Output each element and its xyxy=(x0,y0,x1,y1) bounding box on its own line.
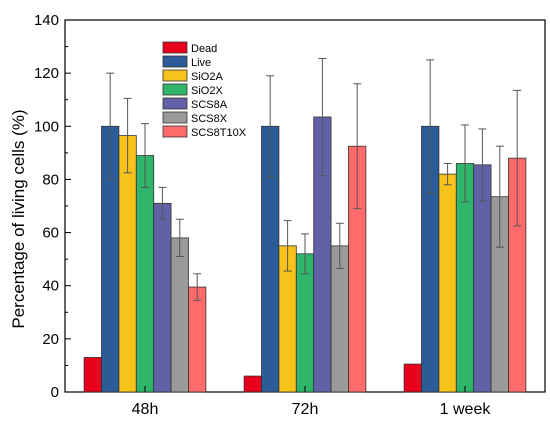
legend-swatch xyxy=(162,41,188,54)
y-tick-label: 120 xyxy=(34,65,59,82)
bar-sio2a-48h xyxy=(118,135,137,393)
legend-label: SiO2X xyxy=(191,85,223,97)
bar-sio2x-48h xyxy=(135,155,155,393)
bar-dead-72h xyxy=(243,375,262,393)
legend-label: SiO2A xyxy=(191,71,223,83)
legend-swatch xyxy=(162,97,188,110)
legend-swatch xyxy=(162,111,188,124)
legend-swatch xyxy=(162,125,188,138)
bar-scs8a-48h xyxy=(153,202,172,393)
x-tick-label: 48h xyxy=(132,401,159,418)
error-bars xyxy=(106,58,522,301)
legend-label: SCS8T10X xyxy=(191,127,247,139)
bar-dead-48h xyxy=(83,357,102,393)
legend-label: SCS8A xyxy=(191,99,228,111)
y-axis-label: Percentage of living cells (%) xyxy=(9,109,28,328)
bars xyxy=(83,116,527,393)
legend-label: Dead xyxy=(191,43,217,55)
bar-scs8x-48h xyxy=(170,237,189,393)
y-tick-label: 140 xyxy=(34,12,59,29)
axes: 0 20 40 60 80 100 120 140 48h 72h 1 week xyxy=(34,12,491,418)
y-tick-label: 0 xyxy=(51,384,59,401)
legend-swatch xyxy=(162,69,188,82)
y-tick-label: 100 xyxy=(34,118,59,135)
legend-swatch xyxy=(162,83,188,96)
y-tick-label: 80 xyxy=(42,171,59,188)
legend-label: SCS8X xyxy=(191,113,228,125)
bar-sio2a-1-week xyxy=(438,173,457,393)
legend-label: Live xyxy=(191,57,211,69)
bar-sio2x-72h xyxy=(295,253,315,393)
bar-dead-1-week xyxy=(403,363,422,393)
y-tick-label: 60 xyxy=(42,225,59,242)
legend-swatch xyxy=(162,55,188,68)
x-tick-label: 1 week xyxy=(440,401,492,418)
y-tick-label: 40 xyxy=(42,278,59,295)
bar-scs8t10x-48h xyxy=(188,286,207,393)
legend: Dead Live SiO2A SiO2X SCS8A SCS8X SCS8T10X xyxy=(162,41,247,139)
x-tick-label: 72h xyxy=(292,401,319,418)
y-tick-label: 20 xyxy=(42,331,59,348)
